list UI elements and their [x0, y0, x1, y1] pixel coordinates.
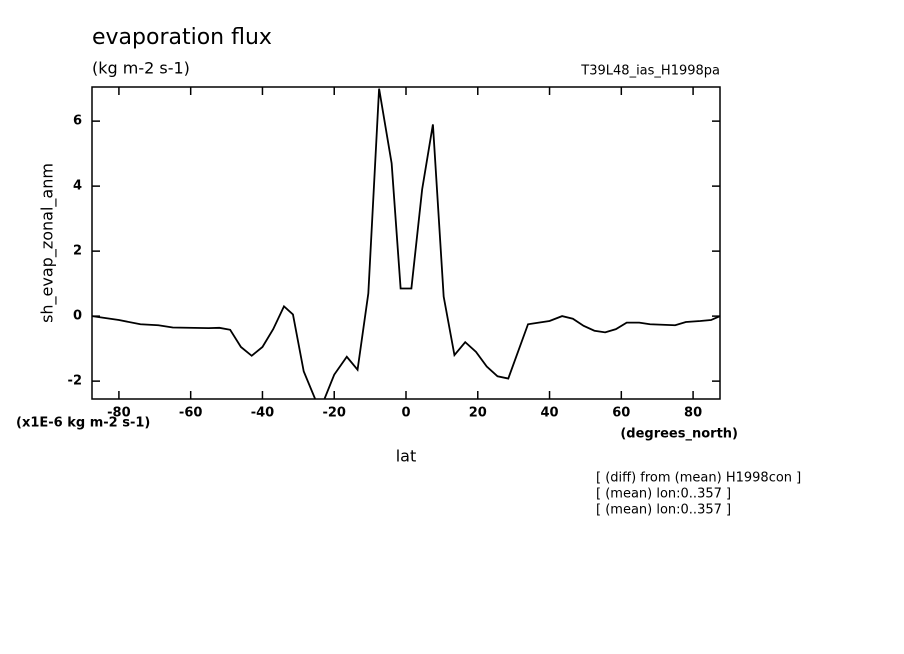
y-tick-label: 0: [73, 309, 82, 324]
y-unit: (x1E-6 kg m-2 s-1): [16, 416, 150, 431]
data-line: [92, 88, 720, 399]
x-tick-label: -80: [107, 406, 131, 421]
y-tick-label: 2: [73, 244, 82, 259]
y-tick-label: 6: [73, 114, 82, 129]
run-label: T39L48_ias_H1998pa: [580, 64, 720, 79]
x-tick-label: -20: [322, 406, 346, 421]
x-tick-label: 0: [401, 406, 410, 421]
x-tick-label: 60: [612, 406, 630, 421]
plot-frame: [91, 86, 721, 400]
x-tick-label: 40: [540, 406, 558, 421]
note: [ (diff) from (mean) H1998con ]: [596, 471, 801, 486]
x-tick-label: 80: [684, 406, 702, 421]
x-unit: (degrees_north): [620, 427, 738, 442]
x-tick-label: 20: [469, 406, 487, 421]
note: [ (mean) lon:0..357 ]: [596, 503, 731, 518]
y-axis-label: sh_evap_zonal_anm: [38, 163, 58, 323]
chart-title: evaporation flux: [92, 25, 272, 50]
x-axis-label: lat: [396, 447, 417, 466]
x-tick-label: -60: [179, 406, 203, 421]
x-tick-label: -40: [251, 406, 275, 421]
y-tick-label: -2: [68, 374, 82, 389]
subtitle: (kg m-2 s-1): [92, 59, 190, 78]
note: [ (mean) lon:0..357 ]: [596, 487, 731, 502]
y-tick-label: 4: [73, 179, 82, 194]
